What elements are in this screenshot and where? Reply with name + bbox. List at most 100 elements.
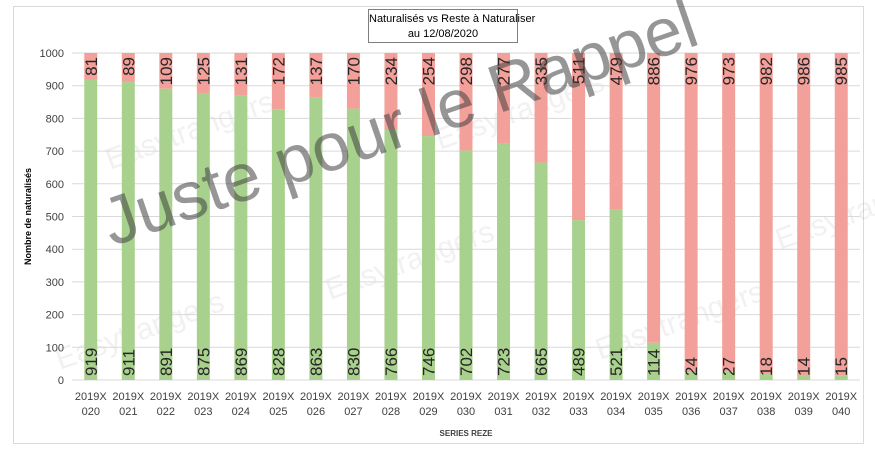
x-tick-label-line2: 026 xyxy=(307,406,325,418)
bar-segment-naturalises xyxy=(84,79,98,380)
bar-segment-reste xyxy=(647,53,661,343)
bar-segment-reste xyxy=(159,53,173,89)
data-label-naturalises: 18 xyxy=(757,357,776,376)
x-tick-label-line1: 2019X xyxy=(825,391,857,403)
data-label-naturalises: 489 xyxy=(570,348,589,376)
bar-segment-reste xyxy=(459,53,473,151)
y-tick-label: 1000 xyxy=(40,48,64,60)
x-tick-label-line2: 039 xyxy=(795,406,813,418)
data-label-naturalises: 830 xyxy=(344,348,363,376)
bar-segment-naturalises xyxy=(346,108,360,380)
bar-segment-naturalises xyxy=(759,374,773,380)
y-tick-label: 500 xyxy=(46,212,64,224)
data-label-naturalises: 27 xyxy=(720,357,739,376)
data-label-reste: 89 xyxy=(119,57,138,76)
bar-segment-reste xyxy=(346,53,360,109)
data-label-naturalises: 891 xyxy=(157,348,176,376)
bar-segment-reste xyxy=(759,53,773,375)
data-label-reste: 511 xyxy=(570,57,589,84)
x-tick-label-line2: 038 xyxy=(757,406,775,418)
bar-segment-reste xyxy=(497,53,511,144)
x-tick-label-line1: 2019X xyxy=(338,391,370,403)
x-tick-label-line1: 2019X xyxy=(75,391,107,403)
y-tick-label: 600 xyxy=(46,179,64,191)
data-label-naturalises: 869 xyxy=(232,348,251,376)
bar-segment-reste xyxy=(121,53,135,83)
bar-segment-naturalises xyxy=(459,150,473,380)
data-label-naturalises: 828 xyxy=(269,348,288,376)
data-label-naturalises: 863 xyxy=(307,348,326,376)
bar-segment-reste xyxy=(384,53,398,130)
data-label-reste: 298 xyxy=(457,57,476,85)
data-label-reste: 277 xyxy=(495,57,514,85)
data-label-naturalises: 24 xyxy=(682,357,701,376)
x-tick-label-line1: 2019X xyxy=(788,391,820,403)
y-tick-label: 400 xyxy=(46,244,64,256)
y-tick-label: 700 xyxy=(46,146,64,158)
bar-segment-naturalises xyxy=(722,371,736,380)
bar-segment-naturalises xyxy=(834,375,848,380)
data-label-reste: 254 xyxy=(419,57,438,85)
x-tick-label-line2: 032 xyxy=(532,406,550,418)
x-tick-label-line1: 2019X xyxy=(600,391,632,403)
data-label-reste: 172 xyxy=(269,57,288,85)
bar-segment-naturalises xyxy=(572,220,586,380)
data-label-reste: 982 xyxy=(757,57,776,85)
bar-segment-reste xyxy=(834,53,848,376)
watermark-brand: Easytrangers xyxy=(771,165,875,256)
data-label-naturalises: 746 xyxy=(419,348,438,376)
data-label-naturalises: 875 xyxy=(194,348,213,376)
chart-title-line2: au 12/08/2020 xyxy=(407,28,479,40)
y-axis-label: Nombre de naturalisés xyxy=(23,168,33,265)
bar-segment-naturalises xyxy=(609,209,623,380)
x-tick-label-line2: 033 xyxy=(569,406,587,418)
y-tick-label: 0 xyxy=(58,375,64,387)
bar-segment-naturalises xyxy=(797,375,811,380)
data-label-naturalises: 665 xyxy=(532,348,551,376)
data-label-reste: 886 xyxy=(645,57,664,85)
data-label-naturalises: 15 xyxy=(832,357,851,376)
bar-segment-naturalises xyxy=(271,109,285,380)
data-label-reste: 137 xyxy=(307,57,326,85)
data-label-naturalises: 723 xyxy=(495,348,514,376)
x-tick-label-line2: 034 xyxy=(607,406,625,418)
x-tick-label-line2: 036 xyxy=(682,406,700,418)
x-tick-label-line1: 2019X xyxy=(450,391,482,403)
x-tick-label-line1: 2019X xyxy=(563,391,595,403)
bar-segment-reste xyxy=(684,53,698,373)
bar-segment-naturalises xyxy=(309,97,323,380)
data-label-reste: 170 xyxy=(344,57,363,85)
data-label-reste: 109 xyxy=(157,57,176,85)
bar-segment-naturalises xyxy=(421,136,435,380)
x-tick-label-line2: 037 xyxy=(719,406,737,418)
x-tick-label-line1: 2019X xyxy=(112,391,144,403)
chart-title-line1: Naturalisés vs Reste à Naturaliser xyxy=(369,13,536,25)
x-tick-label-line1: 2019X xyxy=(225,391,257,403)
data-label-naturalises: 911 xyxy=(119,349,138,376)
x-tick-label-line1: 2019X xyxy=(488,391,520,403)
x-tick-label-line1: 2019X xyxy=(675,391,707,403)
bar-segment-naturalises xyxy=(121,82,135,380)
y-tick-label: 800 xyxy=(46,113,64,125)
bar-segment-naturalises xyxy=(196,93,210,380)
data-label-reste: 479 xyxy=(607,57,626,85)
bar-segment-naturalises xyxy=(234,95,248,380)
bar-segment-reste xyxy=(572,53,586,221)
x-tick-label-line1: 2019X xyxy=(713,391,745,403)
data-label-naturalises: 521 xyxy=(607,348,626,376)
bar-segment-reste xyxy=(797,53,811,376)
x-tick-label-line1: 2019X xyxy=(150,391,182,403)
data-label-reste: 973 xyxy=(720,57,739,85)
x-tick-label-line2: 021 xyxy=(119,406,137,418)
x-tick-label-line2: 023 xyxy=(194,406,212,418)
bar-segment-naturalises xyxy=(497,143,511,380)
x-tick-label-line1: 2019X xyxy=(750,391,782,403)
y-tick-label: 100 xyxy=(46,342,64,354)
x-tick-label-line1: 2019X xyxy=(187,391,219,403)
x-tick-label-line1: 2019X xyxy=(413,391,445,403)
data-label-reste: 125 xyxy=(194,57,213,85)
x-tick-label-line1: 2019X xyxy=(525,391,557,403)
bar-segment-naturalises xyxy=(534,162,548,380)
bar-segment-reste xyxy=(271,53,285,110)
data-label-reste: 986 xyxy=(795,57,814,85)
